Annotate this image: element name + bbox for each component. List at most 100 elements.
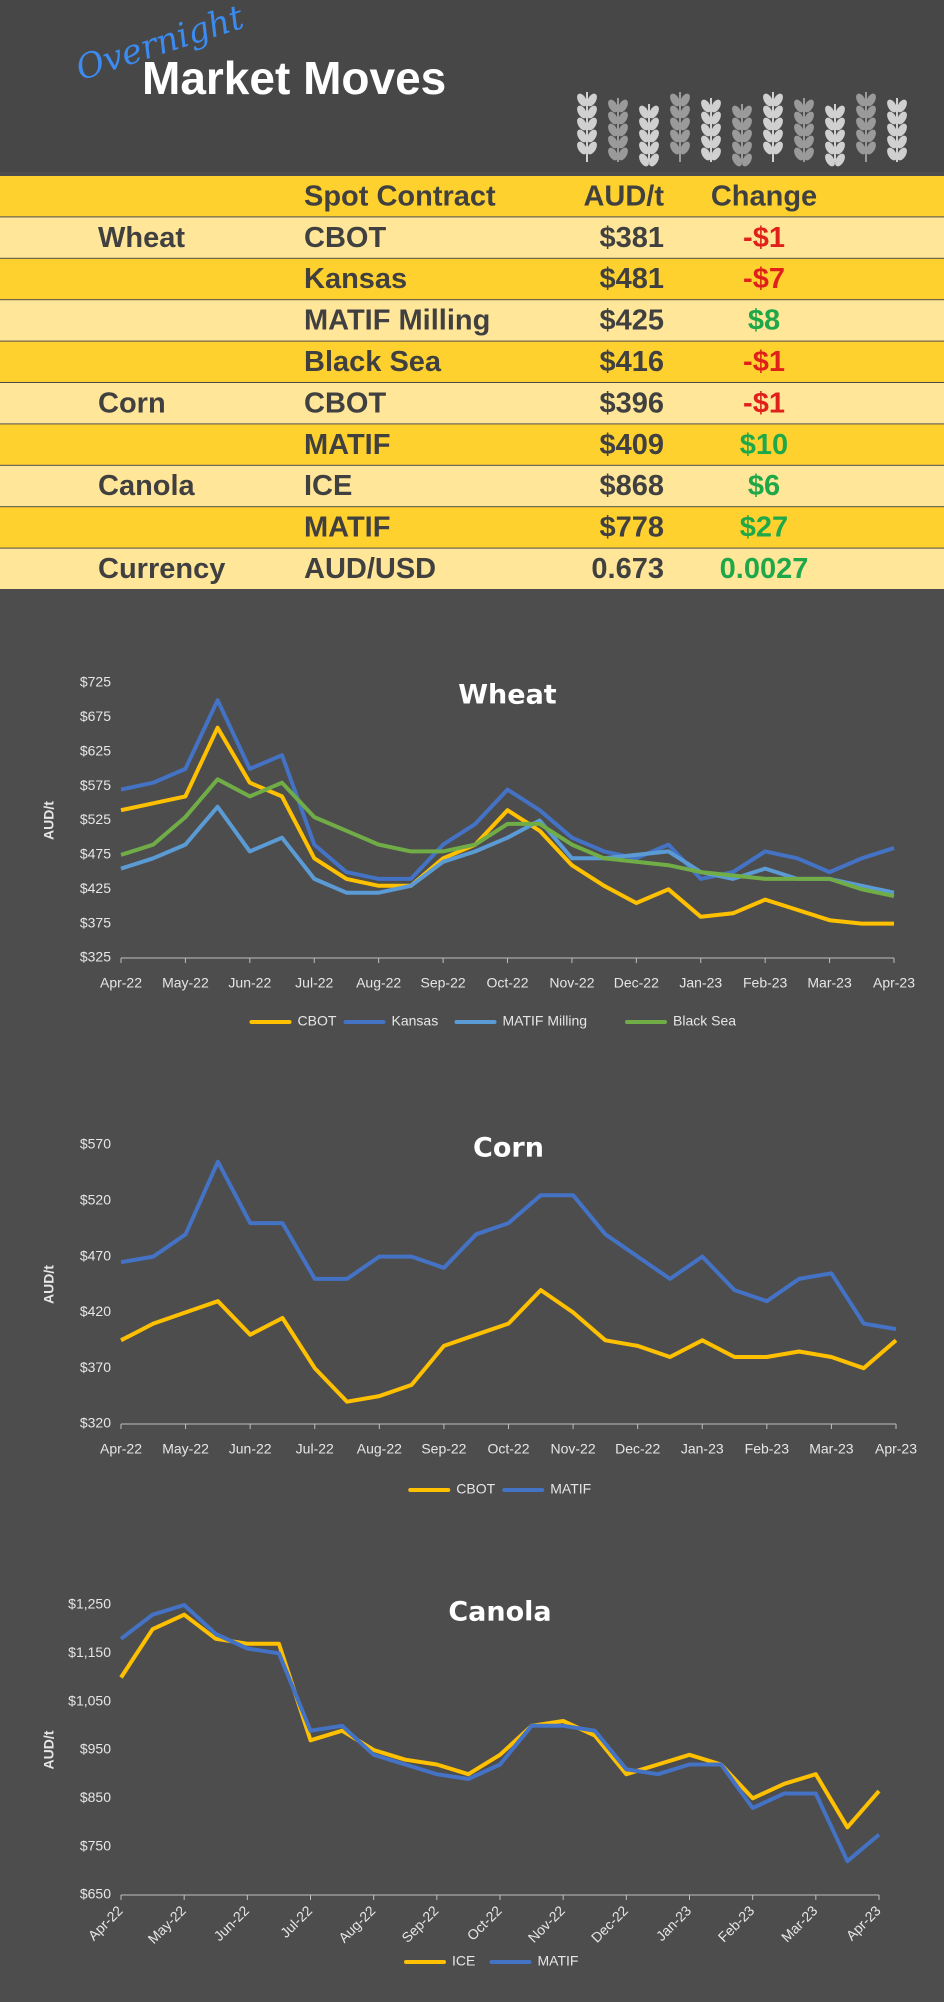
table-row <box>0 548 944 589</box>
wheat-grain <box>732 117 742 131</box>
wheat-grain <box>742 105 752 119</box>
table-row <box>0 507 944 548</box>
wheat-grain <box>639 153 649 167</box>
wheat-grain <box>804 99 814 113</box>
wheat-grain <box>866 129 876 143</box>
x-tick-label: Sep-22 <box>421 975 466 991</box>
wheat-grain <box>794 147 804 161</box>
title: Market Moves <box>142 52 446 104</box>
wheat-grain <box>887 99 897 113</box>
y-axis-label: AUD/t <box>41 801 57 840</box>
y-tick-label: $375 <box>80 914 111 930</box>
wheat-grain <box>887 111 897 125</box>
wheat-grain <box>670 105 680 119</box>
wheat-grain <box>742 153 752 167</box>
wheat-grain <box>639 141 649 155</box>
x-tick-label: Nov-22 <box>551 1441 596 1457</box>
x-tick-label: Mar-23 <box>807 975 852 991</box>
wheat-grain <box>670 93 680 107</box>
row-group: Canola <box>98 470 196 502</box>
change: 0.0027 <box>720 553 809 585</box>
wheat-grain <box>742 141 752 155</box>
change: $27 <box>740 512 788 544</box>
wheat-grain <box>732 153 742 167</box>
legend-label: ICE <box>452 1953 475 1969</box>
y-tick-label: $520 <box>80 1192 111 1208</box>
wheat-grain <box>763 141 773 155</box>
wheat-grain <box>577 93 587 107</box>
wheat-grain <box>680 141 690 155</box>
wheat-grain <box>649 153 659 167</box>
x-tick-label: Aug-22 <box>356 975 401 991</box>
change: $10 <box>740 429 788 461</box>
wheat-grain <box>587 93 597 107</box>
y-tick-label: $525 <box>80 811 111 827</box>
contract: Spot Contract <box>304 180 496 212</box>
y-tick-label: $675 <box>80 708 111 724</box>
wheat-grain <box>618 99 628 113</box>
wheat-grain <box>639 129 649 143</box>
contract: MATIF Milling <box>304 305 490 337</box>
wheat-grain <box>618 135 628 149</box>
series-line <box>120 777 895 899</box>
wheat-grain <box>897 135 907 149</box>
y-tick-label: $470 <box>80 1247 111 1263</box>
y-tick-label: $850 <box>80 1789 111 1805</box>
wheat-grain <box>711 99 721 113</box>
change: -$1 <box>743 222 785 254</box>
x-tick-label: Sep-22 <box>421 1441 466 1457</box>
x-tick-label: Aug-22 <box>357 1441 402 1457</box>
table-row <box>0 176 944 217</box>
change: -$7 <box>743 263 785 295</box>
wheat-grain <box>835 129 845 143</box>
contract: MATIF <box>304 429 390 461</box>
x-tick-label: May-22 <box>162 975 209 991</box>
x-tick-label: Nov-22 <box>549 975 594 991</box>
wheat-grain <box>577 105 587 119</box>
price: 0.673 <box>591 553 664 585</box>
legend-label: MATIF <box>538 1953 579 1969</box>
series-line <box>119 1612 881 1830</box>
header-band <box>0 0 944 172</box>
wheat-grain <box>897 123 907 137</box>
wheat-grain <box>577 117 587 131</box>
wheat-grain <box>804 135 814 149</box>
table-row <box>0 217 944 258</box>
x-tick-label: Dec-22 <box>615 1441 660 1457</box>
wheat-grain <box>742 117 752 131</box>
y-tick-label: $475 <box>80 846 111 862</box>
y-tick-label: $650 <box>80 1886 111 1902</box>
wheat-grain <box>804 123 814 137</box>
wheat-icons <box>577 92 907 167</box>
contract: Black Sea <box>304 346 442 378</box>
table-row <box>0 300 944 341</box>
series-line <box>120 804 895 895</box>
contract: CBOT <box>304 387 386 419</box>
wheat-grain <box>825 153 835 167</box>
wheat-grain <box>680 105 690 119</box>
price: $868 <box>599 470 664 502</box>
wheat-grain <box>773 117 783 131</box>
wheat-grain <box>639 105 649 119</box>
wheat-grain <box>608 99 618 113</box>
price: $778 <box>599 512 664 544</box>
wheat-grain <box>608 123 618 137</box>
y-axis-label: AUD/t <box>41 1730 57 1769</box>
wheat-grain <box>670 117 680 131</box>
wheat-grain <box>825 117 835 131</box>
x-tick-label: Mar-23 <box>809 1441 854 1457</box>
legend-label: MATIF Milling <box>503 1013 588 1029</box>
wheat-grain <box>763 117 773 131</box>
x-tick-label: Jul-22 <box>296 1441 334 1457</box>
wheat-grain <box>825 105 835 119</box>
wheat-grain <box>866 105 876 119</box>
x-tick-label: Apr-23 <box>875 1441 917 1457</box>
y-axis-label: AUD/t <box>41 1265 57 1304</box>
y-tick-label: $570 <box>80 1136 111 1152</box>
wheat-grain <box>835 141 845 155</box>
wheat-grain <box>711 147 721 161</box>
wheat-grain <box>711 111 721 125</box>
y-tick-label: $1,250 <box>68 1596 111 1612</box>
x-tick-label: Jan-23 <box>681 1441 724 1457</box>
change: Change <box>711 180 817 212</box>
